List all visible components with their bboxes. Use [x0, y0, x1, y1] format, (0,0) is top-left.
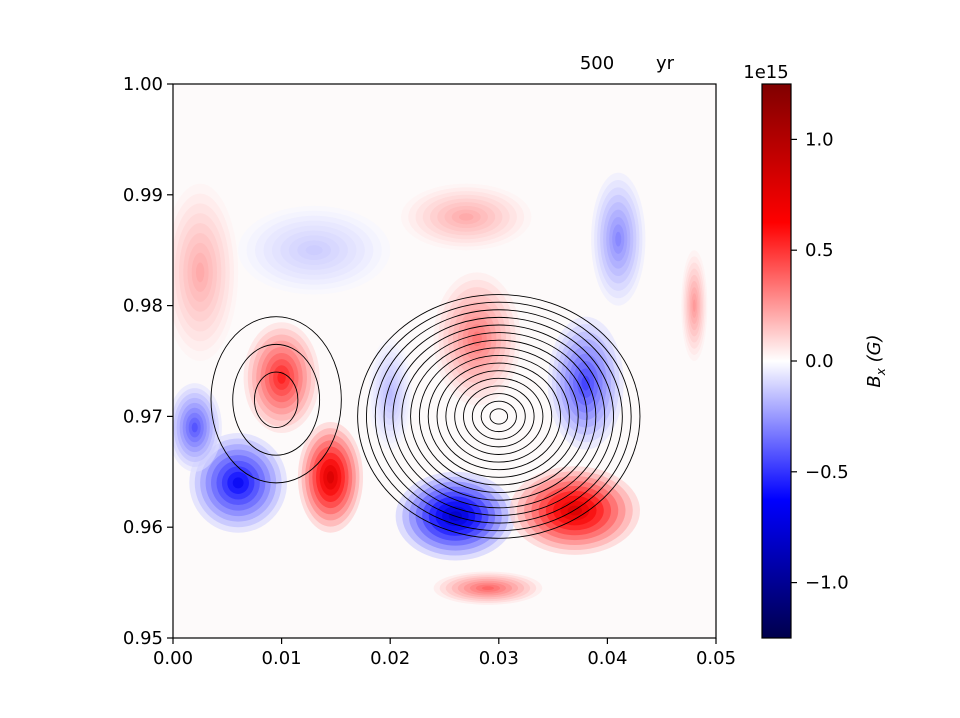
heat-blob	[189, 433, 288, 533]
y-tick-label: 0.98	[123, 296, 163, 317]
time-unit: yr	[656, 53, 675, 74]
contour-line	[210, 316, 342, 484]
x-tick-label: 0.00	[153, 648, 193, 669]
heat-level	[692, 299, 696, 312]
y-tick-label: 0.97	[123, 406, 163, 427]
heat-blob	[433, 571, 543, 605]
heat-level	[305, 245, 323, 256]
contour-line	[410, 339, 588, 494]
contour-line	[471, 393, 526, 440]
contour-line	[454, 377, 544, 455]
colorbar-label: Bx (G)	[864, 334, 888, 387]
x-tick-label: 0.05	[696, 648, 736, 669]
heat-blob	[243, 322, 320, 434]
heat-blob	[173, 183, 239, 361]
contour-line	[357, 294, 641, 539]
x-tick-label: 0.01	[262, 648, 302, 669]
colorbar	[761, 83, 792, 639]
x-tick-label: 0.02	[370, 648, 410, 669]
heat-blob	[681, 250, 708, 361]
x-tick-label: 0.04	[587, 648, 627, 669]
contour-line	[365, 301, 632, 532]
contour-line	[374, 309, 623, 524]
heatmap-field	[173, 172, 708, 605]
heat-blob	[433, 272, 521, 406]
x-tick-label: 0.03	[479, 648, 519, 669]
colorbar-exponent: 1e15	[743, 62, 788, 83]
field-contours	[210, 294, 641, 539]
colorbar-tick-label: 1.0	[805, 129, 834, 150]
heat-level	[326, 471, 335, 484]
contour-line	[418, 347, 579, 486]
heat-level	[277, 371, 286, 384]
y-tick-label: 0.96	[123, 517, 163, 538]
contour-line	[463, 385, 535, 448]
y-tick-label: 1.00	[123, 74, 163, 95]
heat-blob	[591, 172, 646, 306]
contour-line	[445, 370, 553, 463]
heat-level	[481, 586, 494, 590]
heat-level	[195, 262, 205, 283]
colorbar-tick-label: −0.5	[805, 462, 849, 483]
heat-level	[232, 477, 244, 489]
contour-line	[489, 408, 509, 425]
contour-line	[436, 362, 562, 471]
heat-blob	[401, 183, 532, 251]
contour-line	[254, 371, 299, 428]
colorbar-tick-label: 0.0	[805, 351, 834, 372]
colorbar-tick-label: 0.5	[805, 240, 834, 261]
heat-blob	[509, 466, 640, 555]
x-axis: 0.00 0.01 0.02 0.03 0.04 0.05	[153, 638, 736, 669]
heat-level	[387, 388, 393, 401]
contour-line	[392, 324, 606, 509]
heat-blob	[297, 421, 364, 533]
contour-line	[383, 316, 614, 516]
heat-level	[581, 375, 590, 391]
y-tick-label: 0.95	[123, 628, 163, 649]
contour-line	[401, 332, 597, 501]
colorbar-axis: 1.0 0.5 0.0 −0.5 −1.0	[791, 129, 849, 594]
time-value: 500	[580, 53, 614, 74]
heat-level	[458, 213, 474, 221]
contour-line	[427, 355, 570, 478]
y-axis: 0.95 0.96 0.97 0.98 0.99 1.00	[123, 74, 173, 649]
contour-line	[480, 400, 517, 433]
heat-level	[615, 231, 622, 247]
plot-frame	[172, 83, 717, 639]
heat-blob	[238, 205, 391, 295]
heat-level	[191, 422, 198, 433]
heat-blob	[368, 338, 412, 450]
y-tick-label: 0.99	[123, 185, 163, 206]
colorbar-tick-label: −1.0	[805, 573, 849, 594]
contour-line	[232, 343, 321, 456]
heat-blob	[173, 383, 222, 472]
